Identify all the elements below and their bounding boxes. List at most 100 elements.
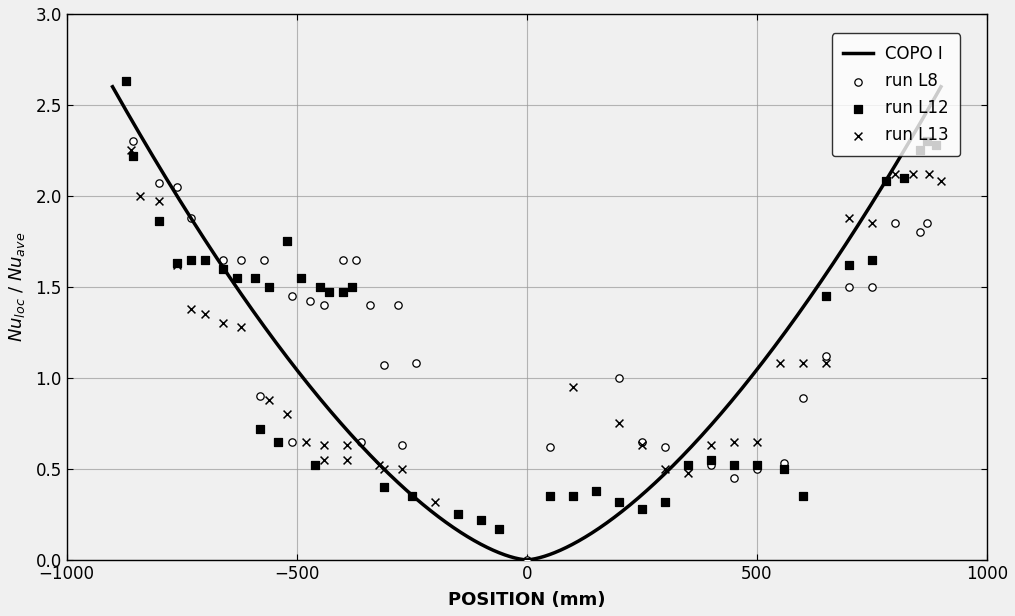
run L12 (657, 496, 673, 506)
run L12 (125, 151, 141, 161)
run L12 (252, 424, 268, 434)
run L12 (335, 288, 351, 298)
run L8 (362, 300, 379, 310)
run L13 (233, 322, 250, 332)
run L12 (247, 273, 263, 283)
run L13 (168, 260, 185, 270)
Y-axis label: $\it{Nu_{loc}}$ / $\it{Nu_{ave}}$: $\it{Nu_{loc}}$ / $\it{Nu_{ave}}$ (7, 232, 27, 342)
run L12 (818, 291, 834, 301)
run L8 (302, 296, 319, 306)
run L8 (818, 351, 834, 361)
run L12 (228, 273, 245, 283)
COPO I (442, 520, 454, 527)
run L8 (168, 182, 185, 192)
run L12 (168, 258, 185, 268)
run L8 (726, 473, 742, 483)
run L12 (542, 491, 558, 501)
run L13 (922, 169, 938, 179)
run L13 (123, 145, 139, 155)
run L13 (132, 191, 148, 201)
run L13 (726, 437, 742, 447)
run L12 (491, 524, 508, 534)
COPO I (471, 538, 483, 546)
run L8 (257, 254, 273, 264)
run L13 (564, 382, 581, 392)
run L13 (371, 460, 388, 470)
run L13 (150, 197, 166, 206)
run L8 (864, 282, 880, 292)
run L13 (749, 437, 765, 447)
run L13 (633, 440, 650, 450)
run L8 (657, 442, 673, 452)
run L13 (426, 496, 443, 506)
run L12 (473, 515, 489, 525)
COPO I (753, 363, 765, 370)
run L8 (749, 464, 765, 474)
run L8 (633, 437, 650, 447)
COPO I (107, 83, 119, 91)
run L12 (776, 464, 793, 474)
run L13 (818, 359, 834, 368)
run L12 (344, 282, 360, 292)
run L12 (321, 288, 337, 298)
COPO I (521, 556, 533, 564)
run L13 (771, 359, 788, 368)
run L12 (150, 216, 166, 226)
run L13 (795, 359, 811, 368)
run L12 (261, 282, 277, 292)
run L8 (197, 254, 213, 264)
run L13 (316, 440, 332, 450)
run L12 (680, 460, 696, 470)
run L13 (316, 455, 332, 464)
COPO I (191, 224, 203, 232)
run L13 (279, 410, 295, 419)
run L13 (339, 455, 355, 464)
run L12 (588, 486, 604, 496)
run L13 (215, 318, 231, 328)
run L12 (118, 76, 134, 86)
run L13 (395, 464, 411, 474)
run L8 (887, 218, 903, 228)
run L8 (776, 458, 793, 468)
run L8 (611, 373, 627, 383)
run L8 (840, 282, 857, 292)
run L13 (657, 464, 673, 474)
run L8 (519, 555, 535, 565)
run L8 (284, 437, 300, 447)
run L8 (408, 359, 424, 368)
Line: COPO I: COPO I (113, 87, 941, 560)
COPO I (935, 83, 947, 91)
run L12 (376, 482, 392, 492)
run L8 (912, 227, 929, 237)
run L12 (404, 491, 420, 501)
run L12 (450, 509, 466, 519)
run L12 (279, 237, 295, 246)
run L13 (297, 437, 314, 447)
run L8 (215, 254, 231, 264)
run L12 (749, 460, 765, 470)
run L13 (702, 440, 719, 450)
run L8 (316, 300, 332, 310)
run L8 (702, 460, 719, 470)
run L12 (215, 264, 231, 274)
run L8 (150, 178, 166, 188)
run L12 (896, 173, 912, 183)
run L12 (795, 491, 811, 501)
run L12 (197, 254, 213, 264)
run L13 (680, 468, 696, 477)
run L13 (840, 213, 857, 222)
run L13 (197, 309, 213, 319)
Legend: COPO I, run L8, run L12, run L13: COPO I, run L8, run L12, run L13 (831, 33, 960, 156)
run L13 (933, 176, 949, 186)
run L12 (912, 145, 929, 155)
run L8 (233, 254, 250, 264)
run L12 (878, 176, 894, 186)
run L8 (125, 136, 141, 146)
run L12 (702, 455, 719, 464)
run L12 (293, 273, 310, 283)
run L12 (564, 491, 581, 501)
run L8 (376, 360, 392, 370)
run L12 (726, 460, 742, 470)
run L12 (840, 260, 857, 270)
run L13 (376, 464, 392, 474)
